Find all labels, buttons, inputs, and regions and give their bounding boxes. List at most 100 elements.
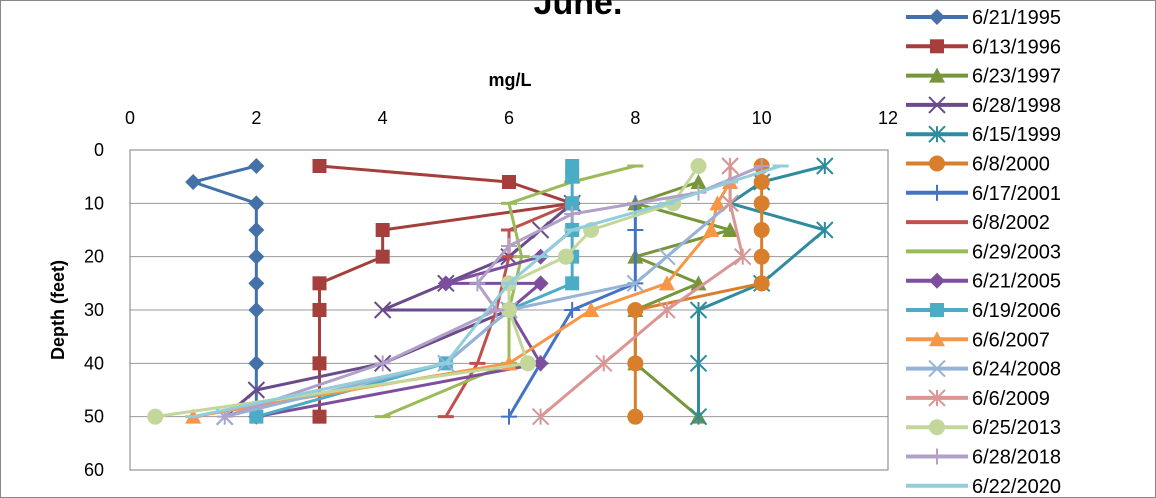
data-point <box>721 157 739 175</box>
x-tick-label: 2 <box>251 108 261 128</box>
legend-item: 6/25/2013 <box>906 417 1061 439</box>
legend-label: 6/6/2009 <box>972 388 1050 410</box>
x-tick-label: 10 <box>752 108 772 128</box>
x-tick-label: 12 <box>878 108 898 128</box>
legend-label: 6/15/1999 <box>972 124 1061 146</box>
legend-label: 6/24/2008 <box>972 359 1061 381</box>
data-point <box>753 174 770 190</box>
data-point <box>753 248 770 265</box>
data-point <box>312 276 327 291</box>
data-point <box>928 125 946 143</box>
data-point <box>375 249 390 264</box>
y-tick-label: 0 <box>94 140 104 160</box>
data-point <box>248 355 265 372</box>
data-point <box>583 302 600 317</box>
data-point <box>658 275 675 291</box>
legend-label: 6/6/2007 <box>972 329 1050 351</box>
data-point <box>709 195 726 211</box>
data-point <box>930 39 944 54</box>
data-point <box>658 301 676 319</box>
legend-item: 6/29/2003 <box>906 241 1061 263</box>
legend-label: 6/29/2003 <box>972 241 1061 263</box>
legend-label: 6/8/2000 <box>972 154 1050 176</box>
data-point <box>519 355 536 372</box>
series-line <box>224 164 763 419</box>
data-point <box>929 184 945 201</box>
data-point <box>929 419 945 436</box>
data-point <box>721 194 739 213</box>
data-point <box>501 302 517 318</box>
data-point <box>929 155 945 172</box>
series-line <box>192 164 782 419</box>
data-point <box>532 275 549 292</box>
legend-item: 6/21/2005 <box>906 271 1061 293</box>
x-tick-label: 6 <box>504 108 514 128</box>
legend-item: 6/24/2008 <box>906 359 1061 381</box>
y-tick-label: 40 <box>84 353 104 373</box>
x-tick-labels: 0 2 4 6 8 10 12 <box>125 108 898 128</box>
data-point <box>437 275 454 292</box>
series-line <box>155 165 700 419</box>
chart-title: June. <box>534 0 623 22</box>
data-point <box>595 354 613 373</box>
data-point <box>816 221 834 239</box>
data-point <box>312 159 327 173</box>
data-point <box>753 275 770 292</box>
series-5 <box>627 158 770 425</box>
y-tick-labels: 0 10 20 30 40 50 60 <box>84 140 104 480</box>
data-point <box>689 407 708 426</box>
data-point <box>565 159 580 173</box>
data-point <box>929 448 945 465</box>
legend-label: 6/8/2002 <box>972 212 1050 234</box>
data-point <box>185 174 202 190</box>
y-tick-label: 50 <box>84 407 104 427</box>
data-point <box>930 303 944 317</box>
data-point <box>928 359 946 378</box>
legend-item: 6/19/2006 <box>906 300 1061 322</box>
data-point <box>690 174 707 189</box>
legend-item: 6/21/1995 <box>906 7 1061 29</box>
x-tick-label: 8 <box>630 108 640 128</box>
legend-label: 6/25/2013 <box>972 417 1061 439</box>
data-point <box>627 222 644 238</box>
data-point <box>249 409 264 424</box>
data-point <box>816 157 834 175</box>
data-point <box>375 223 390 237</box>
data-point <box>501 238 517 254</box>
data-point <box>469 275 486 292</box>
data-point <box>929 67 945 83</box>
data-point <box>557 248 574 265</box>
series-0 <box>185 158 265 425</box>
y-tick-label: 60 <box>84 460 104 480</box>
legend-item: 6/22/2020 <box>906 476 1061 498</box>
data-point <box>312 356 327 371</box>
legend-item: 6/17/2001 <box>906 183 1061 205</box>
data-point <box>753 195 770 212</box>
data-point <box>689 301 708 319</box>
data-point <box>564 302 581 318</box>
series-11 <box>185 174 739 424</box>
legend-label: 6/13/1996 <box>972 36 1061 58</box>
data-point <box>248 222 265 238</box>
legend-label: 6/28/2018 <box>972 447 1061 469</box>
data-point <box>248 275 265 292</box>
data-point <box>627 302 644 318</box>
plot-border <box>129 149 889 471</box>
data-point <box>929 331 945 347</box>
legend-item: 6/6/2007 <box>906 329 1050 351</box>
legend-item: 6/13/1996 <box>906 36 1061 58</box>
legend-item: 6/8/2002 <box>906 212 1050 234</box>
legend-item: 6/8/2000 <box>906 154 1050 176</box>
data-point <box>627 408 644 425</box>
data-point <box>147 408 164 425</box>
legend-item: 6/6/2009 <box>906 388 1050 410</box>
legend-item: 6/23/1997 <box>906 66 1061 88</box>
data-point <box>627 355 644 372</box>
legend-label: 6/21/2005 <box>972 271 1061 293</box>
legend-item: 6/28/2018 <box>906 447 1061 469</box>
y-tick-label: 30 <box>84 300 104 320</box>
legend-item: 6/15/1999 <box>906 124 1061 146</box>
data-point <box>502 175 516 189</box>
data-point <box>531 407 550 426</box>
